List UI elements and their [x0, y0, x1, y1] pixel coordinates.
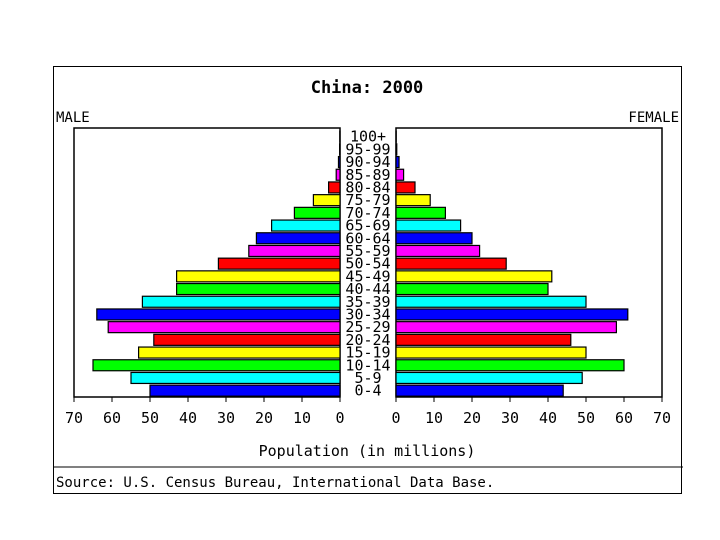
age-label: 90-94: [345, 153, 390, 171]
chart-frame: China: 2000 MALE FEMALE 0-4 5-9 10-14 15-19…: [53, 66, 683, 494]
x-tick-label: 40: [179, 409, 197, 427]
age-label: 15-19: [345, 344, 390, 362]
female-bar-40-44: [395, 282, 549, 296]
age-label: 10-14: [345, 356, 390, 374]
age-label: 70-74: [345, 204, 390, 222]
x-tick-label: 60: [615, 409, 633, 427]
age-label: 20-24: [345, 331, 390, 349]
female-bar-60-64: [395, 232, 473, 245]
male-bar-45-49: [175, 270, 341, 283]
female-bar-55-59: [395, 244, 481, 258]
female-bar-30-34: [395, 308, 629, 321]
female-label: FEMALE: [628, 110, 679, 126]
female-bar-50-54: [395, 257, 507, 270]
female-bar-45-49: [395, 270, 553, 283]
female-bars: [395, 130, 629, 397]
chart-title: China: 2000: [311, 78, 424, 98]
female-bar-80-84: [395, 181, 416, 194]
female-bar-25-29: [395, 321, 617, 334]
male-bar-0-4: [149, 384, 341, 397]
x-tick-label: 20: [463, 409, 481, 427]
female-bar-85-89: [395, 168, 405, 181]
x-tick-label: 30: [501, 409, 519, 427]
age-label: 85-89: [345, 166, 390, 184]
male-bar-15-19: [137, 346, 341, 359]
male-bar-35-39: [141, 295, 341, 308]
male-bar-60-64: [255, 232, 341, 245]
male-bar-40-44: [175, 282, 341, 296]
female-bar-5-9: [395, 371, 583, 385]
x-tick-label: 30: [217, 409, 235, 427]
female-bar-10-14: [395, 359, 625, 372]
male-bar-5-9: [130, 371, 341, 385]
age-label: 55-59: [345, 242, 390, 260]
male-bar-85-89: [335, 168, 341, 181]
x-tick-label: 40: [539, 409, 557, 427]
male-bar-25-29: [107, 321, 341, 334]
male-bar-20-24: [153, 333, 341, 346]
male-bar-10-14: [92, 359, 341, 372]
x-tick-label: 70: [65, 409, 83, 427]
female-bar-35-39: [395, 295, 587, 308]
age-label: 5-9: [354, 369, 381, 387]
age-label: 75-79: [345, 191, 390, 209]
female-bar-0-4: [395, 384, 564, 397]
male-bar-90-94: [337, 155, 341, 169]
x-tick-label: 20: [255, 409, 273, 427]
female-bar-95-99: [395, 143, 398, 156]
x-tick-label: 0: [391, 409, 400, 427]
x-tick-label: 70: [653, 409, 671, 427]
female-bar-15-19: [395, 346, 587, 359]
male-axis-ticks: 70 60 50 40 30 20 10 0: [65, 397, 345, 427]
age-label: 80-84: [345, 178, 390, 196]
x-tick-label: 0: [335, 409, 344, 427]
female-bar-70-74: [395, 206, 447, 219]
age-group-labels: 0-45-910-1415-1920-2425-2930-3435-3940-4…: [345, 128, 390, 400]
x-axis-label: Population (in millions): [259, 442, 476, 460]
male-bar-75-79: [312, 194, 341, 207]
male-bar-55-59: [248, 244, 341, 258]
x-tick-label: 60: [103, 409, 121, 427]
age-label: 100+: [350, 128, 386, 146]
female-bar-20-24: [395, 333, 572, 346]
age-label: 60-64: [345, 229, 390, 247]
female-bar-90-94: [395, 155, 400, 169]
x-tick-label: 10: [293, 409, 311, 427]
male-bar-50-54: [217, 257, 341, 270]
age-label: 65-69: [345, 217, 390, 235]
age-label: 45-49: [345, 267, 390, 285]
age-label: 0-4: [354, 382, 381, 400]
x-tick-label: 10: [425, 409, 443, 427]
female-bar-65-69: [395, 219, 462, 232]
x-tick-label: 50: [141, 409, 159, 427]
male-bar-70-74: [293, 206, 341, 219]
female-axis-ticks: 0 10 20 30 40 50 60 70: [391, 397, 671, 427]
male-bar-30-34: [96, 308, 341, 321]
population-pyramid-chart: China: 2000 MALE FEMALE 0-45-910-1415-19…: [54, 78, 683, 491]
age-label: 25-29: [345, 318, 390, 336]
x-tick-label: 50: [577, 409, 595, 427]
age-label: 30-34: [345, 305, 390, 323]
male-bar-80-84: [328, 181, 341, 194]
male-bar-65-69: [271, 219, 341, 232]
male-label: MALE: [56, 110, 90, 126]
age-label: 40-44: [345, 280, 390, 298]
age-label: 95-99: [345, 140, 390, 158]
age-label: 35-39: [345, 293, 390, 311]
age-label: 50-54: [345, 255, 390, 273]
male-bars: [92, 130, 341, 397]
source-note: Source: U.S. Census Bureau, Internationa…: [56, 475, 494, 491]
female-bar-75-79: [395, 194, 431, 207]
